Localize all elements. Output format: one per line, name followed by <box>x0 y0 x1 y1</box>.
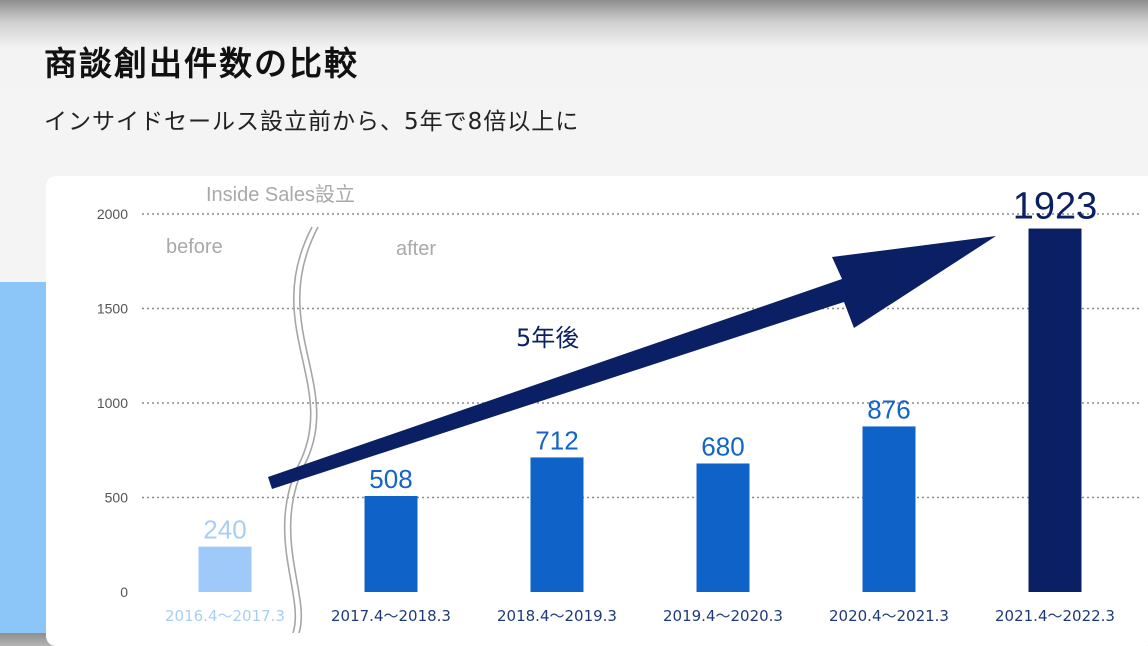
bar-value-label: 508 <box>369 464 412 494</box>
after-label: after <box>396 238 436 260</box>
y-tick-label: 0 <box>120 584 128 600</box>
x-tick-label: 2021.4～2022.3 <box>995 607 1115 625</box>
x-tick-label: 2018.4～2019.3 <box>497 607 617 625</box>
divider-label: Inside Sales設立 <box>206 183 355 206</box>
x-tick-label: 2019.4～2020.3 <box>663 607 783 625</box>
bar-chart: 0 500 1000 1500 2000 240 508 712 680 876 1923 201… <box>97 183 1142 633</box>
gridlines <box>142 213 1142 499</box>
bar <box>862 426 916 592</box>
y-tick-label: 500 <box>105 490 129 506</box>
slide-title: 商談創出件数の比較 <box>44 44 359 83</box>
arrow-label: 5年後 <box>516 324 579 352</box>
bar-value-label: 1923 <box>1013 186 1098 228</box>
bar <box>530 457 584 592</box>
y-tick-label: 1000 <box>97 395 128 411</box>
data-labels: 240 508 712 680 876 1923 <box>203 186 1097 545</box>
bar-value-label: 680 <box>701 431 744 461</box>
bar-value-label: 240 <box>203 515 246 545</box>
y-axis-ticks: 0 500 1000 1500 2000 <box>97 206 128 600</box>
y-tick-label: 1500 <box>97 301 128 317</box>
side-accent-block <box>0 282 48 633</box>
bar <box>364 495 418 592</box>
chart-panel: 0 500 1000 1500 2000 240 508 712 680 876 1923 201… <box>46 176 1148 646</box>
x-tick-label: 2017.4～2018.3 <box>331 607 451 625</box>
bar-value-label: 712 <box>535 425 578 455</box>
divider-wave-inner <box>283 226 313 633</box>
slide-subtitle: インサイドセールス設立前から、5年で8倍以上に <box>44 109 580 135</box>
bar-value-label: 876 <box>867 394 910 424</box>
bar <box>198 546 252 592</box>
bar <box>1028 228 1082 592</box>
inside-sales-divider <box>283 226 319 633</box>
x-tick-label: 2020.4～2021.3 <box>829 607 949 625</box>
x-tick-label: 2016.4～2017.3 <box>165 607 285 625</box>
divider-wave-outer <box>289 226 319 633</box>
y-tick-label: 2000 <box>97 206 128 222</box>
bars <box>198 228 1082 592</box>
before-label: before <box>166 236 223 258</box>
growth-arrow <box>268 236 996 489</box>
growth-arrow-shape <box>268 236 996 489</box>
bar <box>696 463 750 592</box>
x-axis-labels: 2016.4～2017.3 2017.4～2018.3 2018.4～2019.3 2… <box>165 607 1115 625</box>
